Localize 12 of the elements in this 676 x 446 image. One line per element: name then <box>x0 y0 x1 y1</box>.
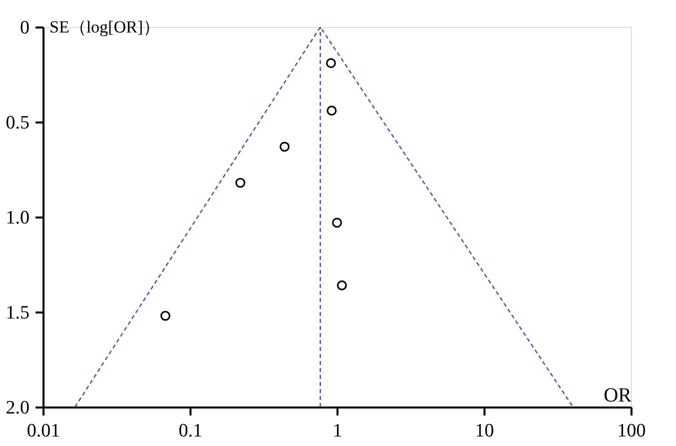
x-tick-label: 1 <box>332 420 342 442</box>
y-tick-label: 0.5 <box>6 112 30 134</box>
y-axis-title: SE（log[OR]） <box>50 18 160 36</box>
y-tick-label: 1.5 <box>6 302 30 324</box>
x-axis-title: OR <box>604 384 632 406</box>
x-tick-label: 100 <box>617 420 646 442</box>
y-tick-label: 2.0 <box>6 398 30 418</box>
x-tick-label: 10 <box>475 420 494 442</box>
y-tick-label: 1.0 <box>6 208 30 228</box>
x-tick-label: 0.1 <box>178 420 202 442</box>
x-tick-label: 0.01 <box>26 420 60 442</box>
y-tick-label: 0 <box>20 18 30 38</box>
